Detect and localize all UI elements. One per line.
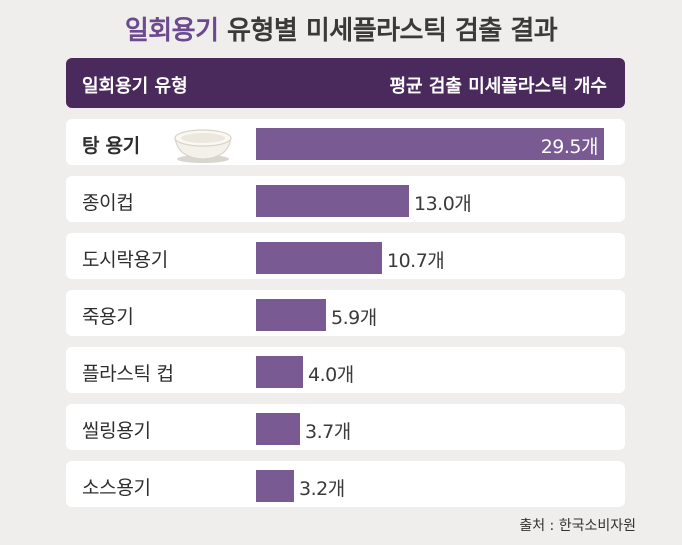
bar — [256, 128, 604, 160]
value-label: 4.0개 — [308, 364, 354, 386]
header-value-label: 평균 검출 미세플라스틱 개수 — [389, 76, 607, 97]
value-label: 5.9개 — [331, 307, 377, 329]
bar-row: 죽용기 5.9개 — [66, 290, 625, 336]
bar-row: 소스용기 3.2개 — [66, 461, 625, 507]
table-header: 일회용기 유형 평균 검출 미세플라스틱 개수 — [66, 58, 625, 108]
bar-row: 종이컵 13.0개 — [66, 176, 625, 222]
bar — [256, 413, 300, 445]
bar-row: 탕 용기 29.5개 — [66, 119, 625, 165]
value-label: 3.2개 — [299, 478, 345, 500]
category-label: 죽용기 — [82, 306, 134, 328]
bar-row: 플라스틱 컵 4.0개 — [66, 347, 625, 393]
bar-row: 도시락용기 10.7개 — [66, 233, 625, 279]
bar — [256, 299, 326, 331]
value-label: 3.7개 — [305, 421, 351, 443]
category-label: 탕 용기 — [82, 135, 140, 157]
chart-title: 일회용기 유형별 미세플라스틱 검출 결과 — [0, 10, 682, 47]
header-category-label: 일회용기 유형 — [82, 76, 188, 97]
bar — [256, 242, 382, 274]
bar — [256, 470, 294, 502]
category-label: 소스용기 — [82, 477, 151, 499]
source-note: 출처 : 한국소비자원 — [519, 518, 636, 534]
title-rest: 유형별 미세플라스틱 검출 결과 — [218, 16, 558, 46]
value-label: 13.0개 — [414, 193, 472, 215]
category-label: 플라스틱 컵 — [82, 363, 174, 385]
bar — [256, 185, 409, 217]
value-label: 29.5개 — [540, 136, 599, 158]
category-label: 종이컵 — [82, 192, 134, 214]
title-accent: 일회용기 — [124, 16, 219, 46]
category-label: 도시락용기 — [82, 249, 168, 271]
bar-row: 씰링용기 3.7개 — [66, 404, 625, 450]
bowl-icon — [174, 129, 232, 163]
category-label: 씰링용기 — [82, 420, 151, 442]
value-label: 10.7개 — [387, 250, 445, 272]
bar — [256, 356, 303, 388]
